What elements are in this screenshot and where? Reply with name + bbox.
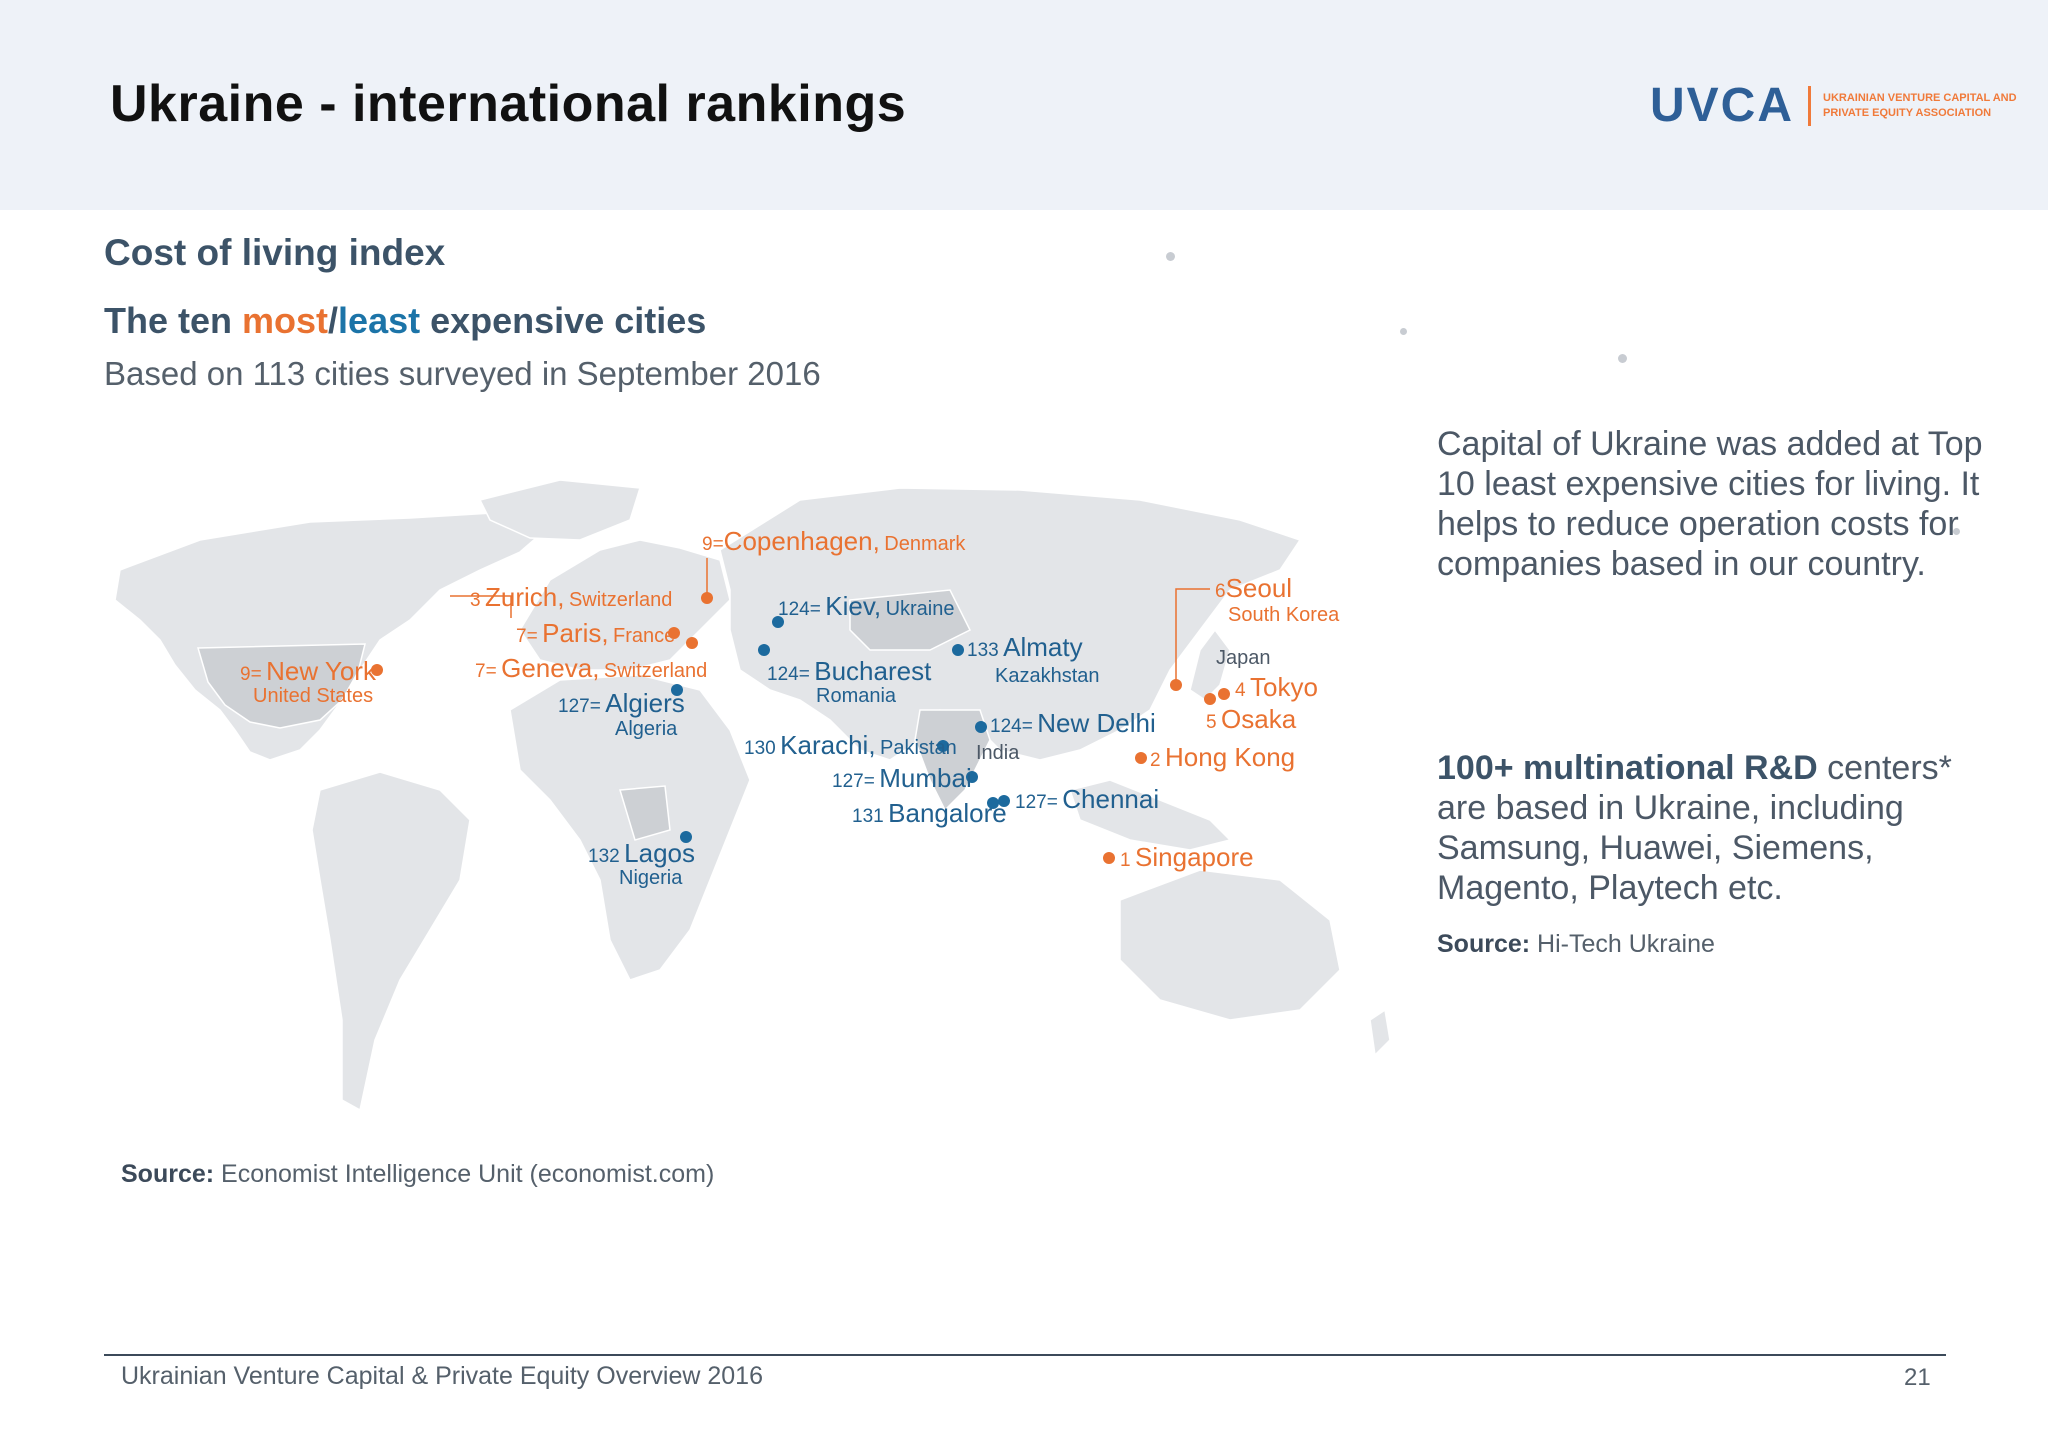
subtitle-prefix: The ten [104,300,243,341]
subtitle: The ten most/least expensive cities [104,300,706,342]
source-right-label: Source: [1437,930,1531,958]
new-zealand-shape [1369,1008,1391,1057]
dot-mumbai [966,771,978,783]
source-right-text: Hi-Tech Ukraine [1530,930,1715,958]
subtitle-most: most [242,300,329,341]
dot-algiers [671,684,683,696]
label-lagos-country: Nigeria [619,867,683,889]
label-copenhagen: 9=Copenhagen, Denmark [702,526,966,556]
greenland-shape [478,479,641,541]
label-mumbai: 127= Mumbai [832,763,972,793]
survey-basis: Based on 113 cities surveyed in Septembe… [104,355,821,392]
label-algiers-country: Algeria [615,718,678,740]
logo-tagline-line2: PRIVATE EQUITY ASSOCIATION [1823,106,1992,119]
label-bucharest-country: Romania [816,685,897,707]
label-japan: Japan [1216,647,1271,669]
dot-tokyo [1218,688,1230,700]
decor-dot [1618,354,1627,363]
world-map-land [114,479,1391,1112]
subtitle-least: least [338,300,421,341]
source-left-text: Economist Intelligence Unit (economist.c… [214,1160,715,1188]
dot-kiev [772,616,784,628]
subtitle-slash: / [328,300,339,341]
label-paris: 7= Paris, France [516,618,676,648]
india-highlight [914,709,991,812]
page-number: 21 [1904,1364,1931,1391]
japan-shape [1189,628,1231,701]
logo-separator [1808,85,1812,126]
label-bucharest: 124= Bucharest [767,656,932,686]
dot-karachi [937,740,949,752]
asia-shape [719,487,1302,761]
label-new-york-country: United States [253,685,374,707]
decor-dot [1953,528,1960,535]
dot-osaka [1204,693,1216,705]
dot-new-delhi [975,721,987,733]
label-almaty: 133 Almaty [967,632,1083,662]
logo-mark: UVCA [1650,79,1795,132]
rd-centers-rest: centers* are based in Ukraine, including… [1437,749,1952,907]
ukraine-capital-paragraph: Capital of Ukraine was added at Top 10 l… [1437,425,1983,583]
label-lagos: 132 Lagos [588,838,695,868]
dot-lagos [680,831,692,843]
rd-centers-bold: 100+ multinational R&D [1437,749,1818,787]
dot-zurich [701,592,713,604]
footer-text: Ukrainian Venture Capital & Private Equi… [121,1362,763,1390]
world-map: 9=Copenhagen, Denmark 3 Zurich, Switzerl… [80,460,1400,1150]
dot-paris [668,627,680,639]
label-kiev: 124= Kiev, Ukraine [778,591,955,621]
dot-singapore [1103,852,1115,864]
label-chennai: 127= Chennai [1015,784,1160,814]
label-almaty-country: Kazakhstan [995,665,1100,687]
header-band [0,0,2048,210]
southeast-asia-shape [1069,779,1232,851]
zurich-connector [450,595,512,618]
dot-seoul [1170,679,1182,691]
source-left-label: Source: [121,1160,215,1188]
rd-centers-paragraph: 100+ multinational R&D centers* are base… [1437,748,1997,908]
seoul-connector [1175,588,1210,684]
label-india: India [976,742,1020,764]
label-geneva: 7= Geneva, Switzerland [475,653,708,683]
south-america-shape [311,771,471,1112]
label-tokyo: 4 Tokyo [1235,672,1318,702]
label-bangalore: 131 Bangalore [852,798,1007,828]
logo-tagline: UKRAINIAN VENTURE CAPITAL AND PRIVATE EQ… [1823,91,2017,121]
label-seoul: 6Seoul [1215,573,1293,603]
label-seoul-country: South Korea [1228,604,1340,626]
dot-bangalore [987,797,999,809]
australia-shape [1119,869,1341,1021]
dot-new-york [371,664,383,676]
label-zurich: 3 Zurich, Switzerland [470,582,673,612]
africa-highlight [619,785,671,841]
dot-chennai [998,795,1010,807]
logo-tagline-line1: UKRAINIAN VENTURE CAPITAL AND [1823,91,2017,104]
source-left: Source: Economist Intelligence Unit (eco… [121,1160,714,1189]
label-karachi: 130 Karachi, Pakistan [744,730,957,760]
section-title: Cost of living index [104,232,446,273]
footer-divider [104,1354,1946,1356]
dot-hong-kong [1135,752,1147,764]
subtitle-suffix: expensive cities [420,300,707,341]
label-algiers: 127= Algiers [558,688,685,718]
dot-almaty [952,644,964,656]
label-new-delhi: 124= New Delhi [990,708,1156,738]
label-new-york: 9= New York [240,656,376,686]
label-osaka: 5 Osaka [1206,704,1297,734]
source-right: Source: Hi-Tech Ukraine [1437,930,1715,959]
decor-dot [1166,252,1175,261]
usa-highlight [197,643,366,729]
label-singapore: 1 Singapore [1120,842,1254,872]
page-title: Ukraine - international rankings [110,75,907,133]
uvca-logo: UVCA UKRAINIAN VENTURE CAPITAL AND PRIVA… [1650,78,2017,133]
label-hong-kong: 2 Hong Kong [1150,742,1296,772]
decor-dot [1400,328,1407,335]
north-america-shape [114,511,552,761]
dot-bucharest [758,644,770,656]
dot-geneva [686,637,698,649]
kazakhstan-highlight [849,589,972,651]
